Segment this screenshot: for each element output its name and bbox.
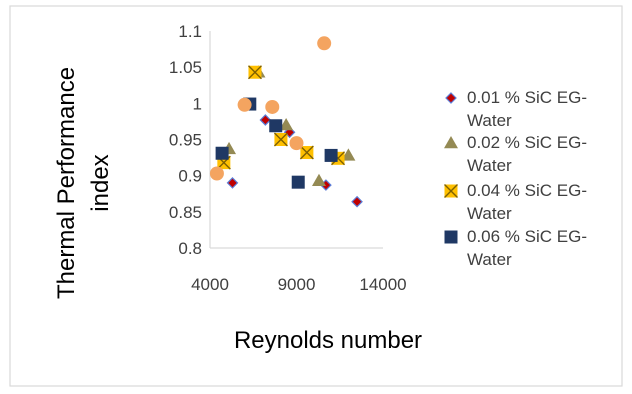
data-point-square — [291, 175, 305, 189]
data-point-square — [324, 148, 338, 162]
data-point-square — [215, 146, 229, 160]
y-axis-title: Thermal Performance index — [53, 67, 114, 299]
y-tick-label: 0.8 — [178, 239, 202, 258]
plot-area: 0.8 0.85 0.9 0.95 1 1.05 1.1 4000 9000 14000 Reyno… — [53, 22, 422, 354]
y-tick-label: 1.1 — [178, 22, 202, 41]
data-point-diamond — [351, 195, 363, 208]
y-tick-label: 0.9 — [178, 167, 202, 186]
data-point-x-square — [299, 145, 314, 160]
data-point-circle — [237, 97, 252, 112]
y-tick-label: 0.85 — [169, 203, 202, 222]
data-point-circle — [289, 136, 304, 151]
y-tick-label: 0.95 — [169, 131, 202, 150]
data-point-diamond — [259, 114, 272, 126]
legend-label: 0.01 % SiC EG-Water — [467, 88, 587, 130]
x-tick-label: 14000 — [359, 275, 406, 294]
data-point-circle — [265, 99, 280, 114]
x-axis-title: Reynolds number — [234, 327, 422, 354]
legend-label: 0.04 % SiC EG-Water — [467, 181, 587, 223]
legend-label: 0.02 % SiC EG-Water — [467, 133, 587, 175]
data-point-x-square — [247, 65, 262, 80]
data-point-x-square — [273, 132, 288, 147]
legend-marker-x-square — [444, 184, 458, 198]
legend-label: 0.06 % SiC EG-Water — [467, 227, 587, 269]
y-tick-label: 1.05 — [169, 58, 202, 77]
data-point-circle — [209, 166, 224, 181]
legend-marker-square — [444, 230, 458, 244]
data-point-triangle — [311, 173, 326, 186]
legend-marker-diamond — [445, 92, 457, 104]
chart-border — [9, 5, 623, 387]
data-point-triangle — [341, 148, 356, 161]
x-tick-label: 9000 — [278, 275, 316, 294]
data-point-diamond — [226, 177, 239, 189]
data-point-square — [269, 119, 283, 133]
x-tick-label: 4000 — [191, 275, 229, 294]
data-point-triangle — [279, 118, 294, 131]
legend-marker-triangle — [444, 136, 458, 149]
y-tick-label: 1 — [193, 94, 202, 113]
data-point-circle — [317, 36, 332, 51]
